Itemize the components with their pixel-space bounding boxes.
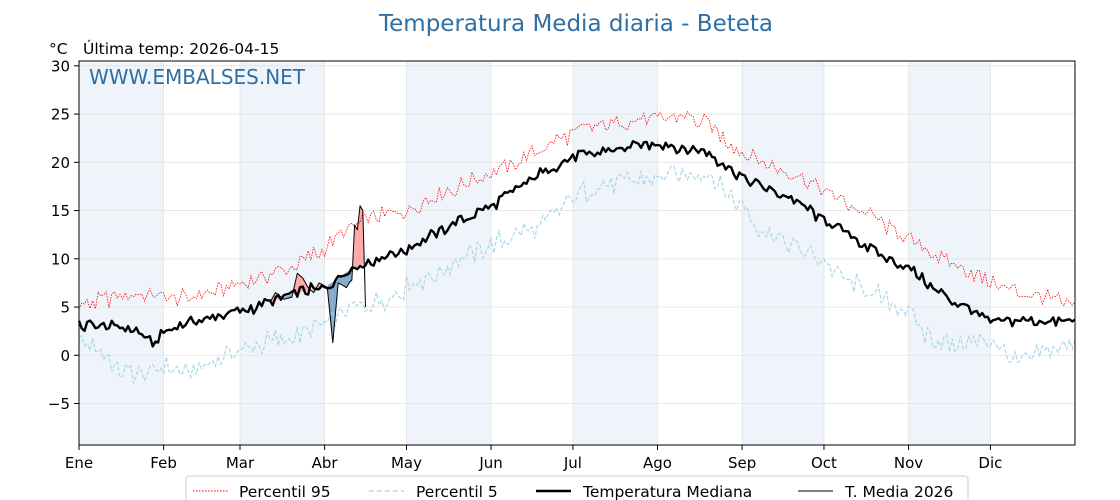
series-line-median xyxy=(77,140,1076,348)
x-tick-label-Sep: Sep xyxy=(728,454,756,472)
watermark: WWW.EMBALSES.NET xyxy=(89,65,306,89)
fill-above-20 xyxy=(360,205,363,266)
x-tick-label-Abr: Abr xyxy=(312,454,339,472)
legend-label-p95: Percentil 95 xyxy=(239,483,331,500)
legend-label-median: Temperatura Mediana xyxy=(582,483,752,500)
x-tick-label-Dic: Dic xyxy=(978,454,1002,472)
x-tick-label-Jul: Jul xyxy=(563,454,582,472)
series-line-p5 xyxy=(78,165,1076,384)
y-tick-label--5: −5 xyxy=(48,395,70,413)
fill-below-3 xyxy=(283,294,292,300)
month-band-Ene xyxy=(79,61,164,445)
month-band-Mar xyxy=(239,61,325,445)
y-tick-label-15: 15 xyxy=(51,202,70,220)
y-axis: −5 0 5 10 15 20 25 30 xyxy=(48,57,79,413)
y-tick-label-30: 30 xyxy=(51,57,70,75)
x-tick-label-Ene: Ene xyxy=(65,454,93,472)
legend: Percentil 95 Percentil 5 Temperatura Med… xyxy=(185,475,969,500)
x-axis: Ene Feb Mar Abr May Jun Jul Ago Sep Oct Nov Dic xyxy=(65,445,1002,472)
legend-box xyxy=(185,475,969,500)
plot-background xyxy=(79,61,991,445)
x-tick-label-Mar: Mar xyxy=(226,454,255,472)
chart-title: Temperatura Media diaria - Beteta xyxy=(378,11,773,37)
month-band-Sep xyxy=(742,61,824,445)
series-line-current xyxy=(269,205,366,344)
y-tick-label-5: 5 xyxy=(60,299,70,317)
month-band-May xyxy=(406,61,492,445)
fill-above-18 xyxy=(354,225,358,268)
fill-above-19 xyxy=(357,205,361,267)
unit-label: °C xyxy=(49,40,68,58)
y-tick-label-0: 0 xyxy=(60,347,70,365)
month-band-Jul xyxy=(572,61,658,445)
legend-label-p5: Percentil 5 xyxy=(416,483,498,500)
x-tick-label-Ago: Ago xyxy=(643,454,672,472)
y-tick-label-20: 20 xyxy=(51,154,70,172)
x-tick-label-Nov: Nov xyxy=(894,454,923,472)
x-tick-label-Oct: Oct xyxy=(811,454,837,472)
x-tick-label-May: May xyxy=(391,454,422,472)
series-line-p95 xyxy=(78,110,1076,310)
legend-label-current: T. Media 2026 xyxy=(844,483,953,500)
y-tick-label-10: 10 xyxy=(51,250,70,268)
month-band-Nov xyxy=(908,61,991,445)
y-tick-label-25: 25 xyxy=(51,106,70,124)
x-tick-label-Jun: Jun xyxy=(478,454,502,472)
last-temp-label: Última temp: 2026-04-15 xyxy=(83,39,279,58)
series-lines xyxy=(77,110,1076,384)
x-tick-label-Feb: Feb xyxy=(150,454,177,472)
plot-frame xyxy=(78,60,1076,446)
